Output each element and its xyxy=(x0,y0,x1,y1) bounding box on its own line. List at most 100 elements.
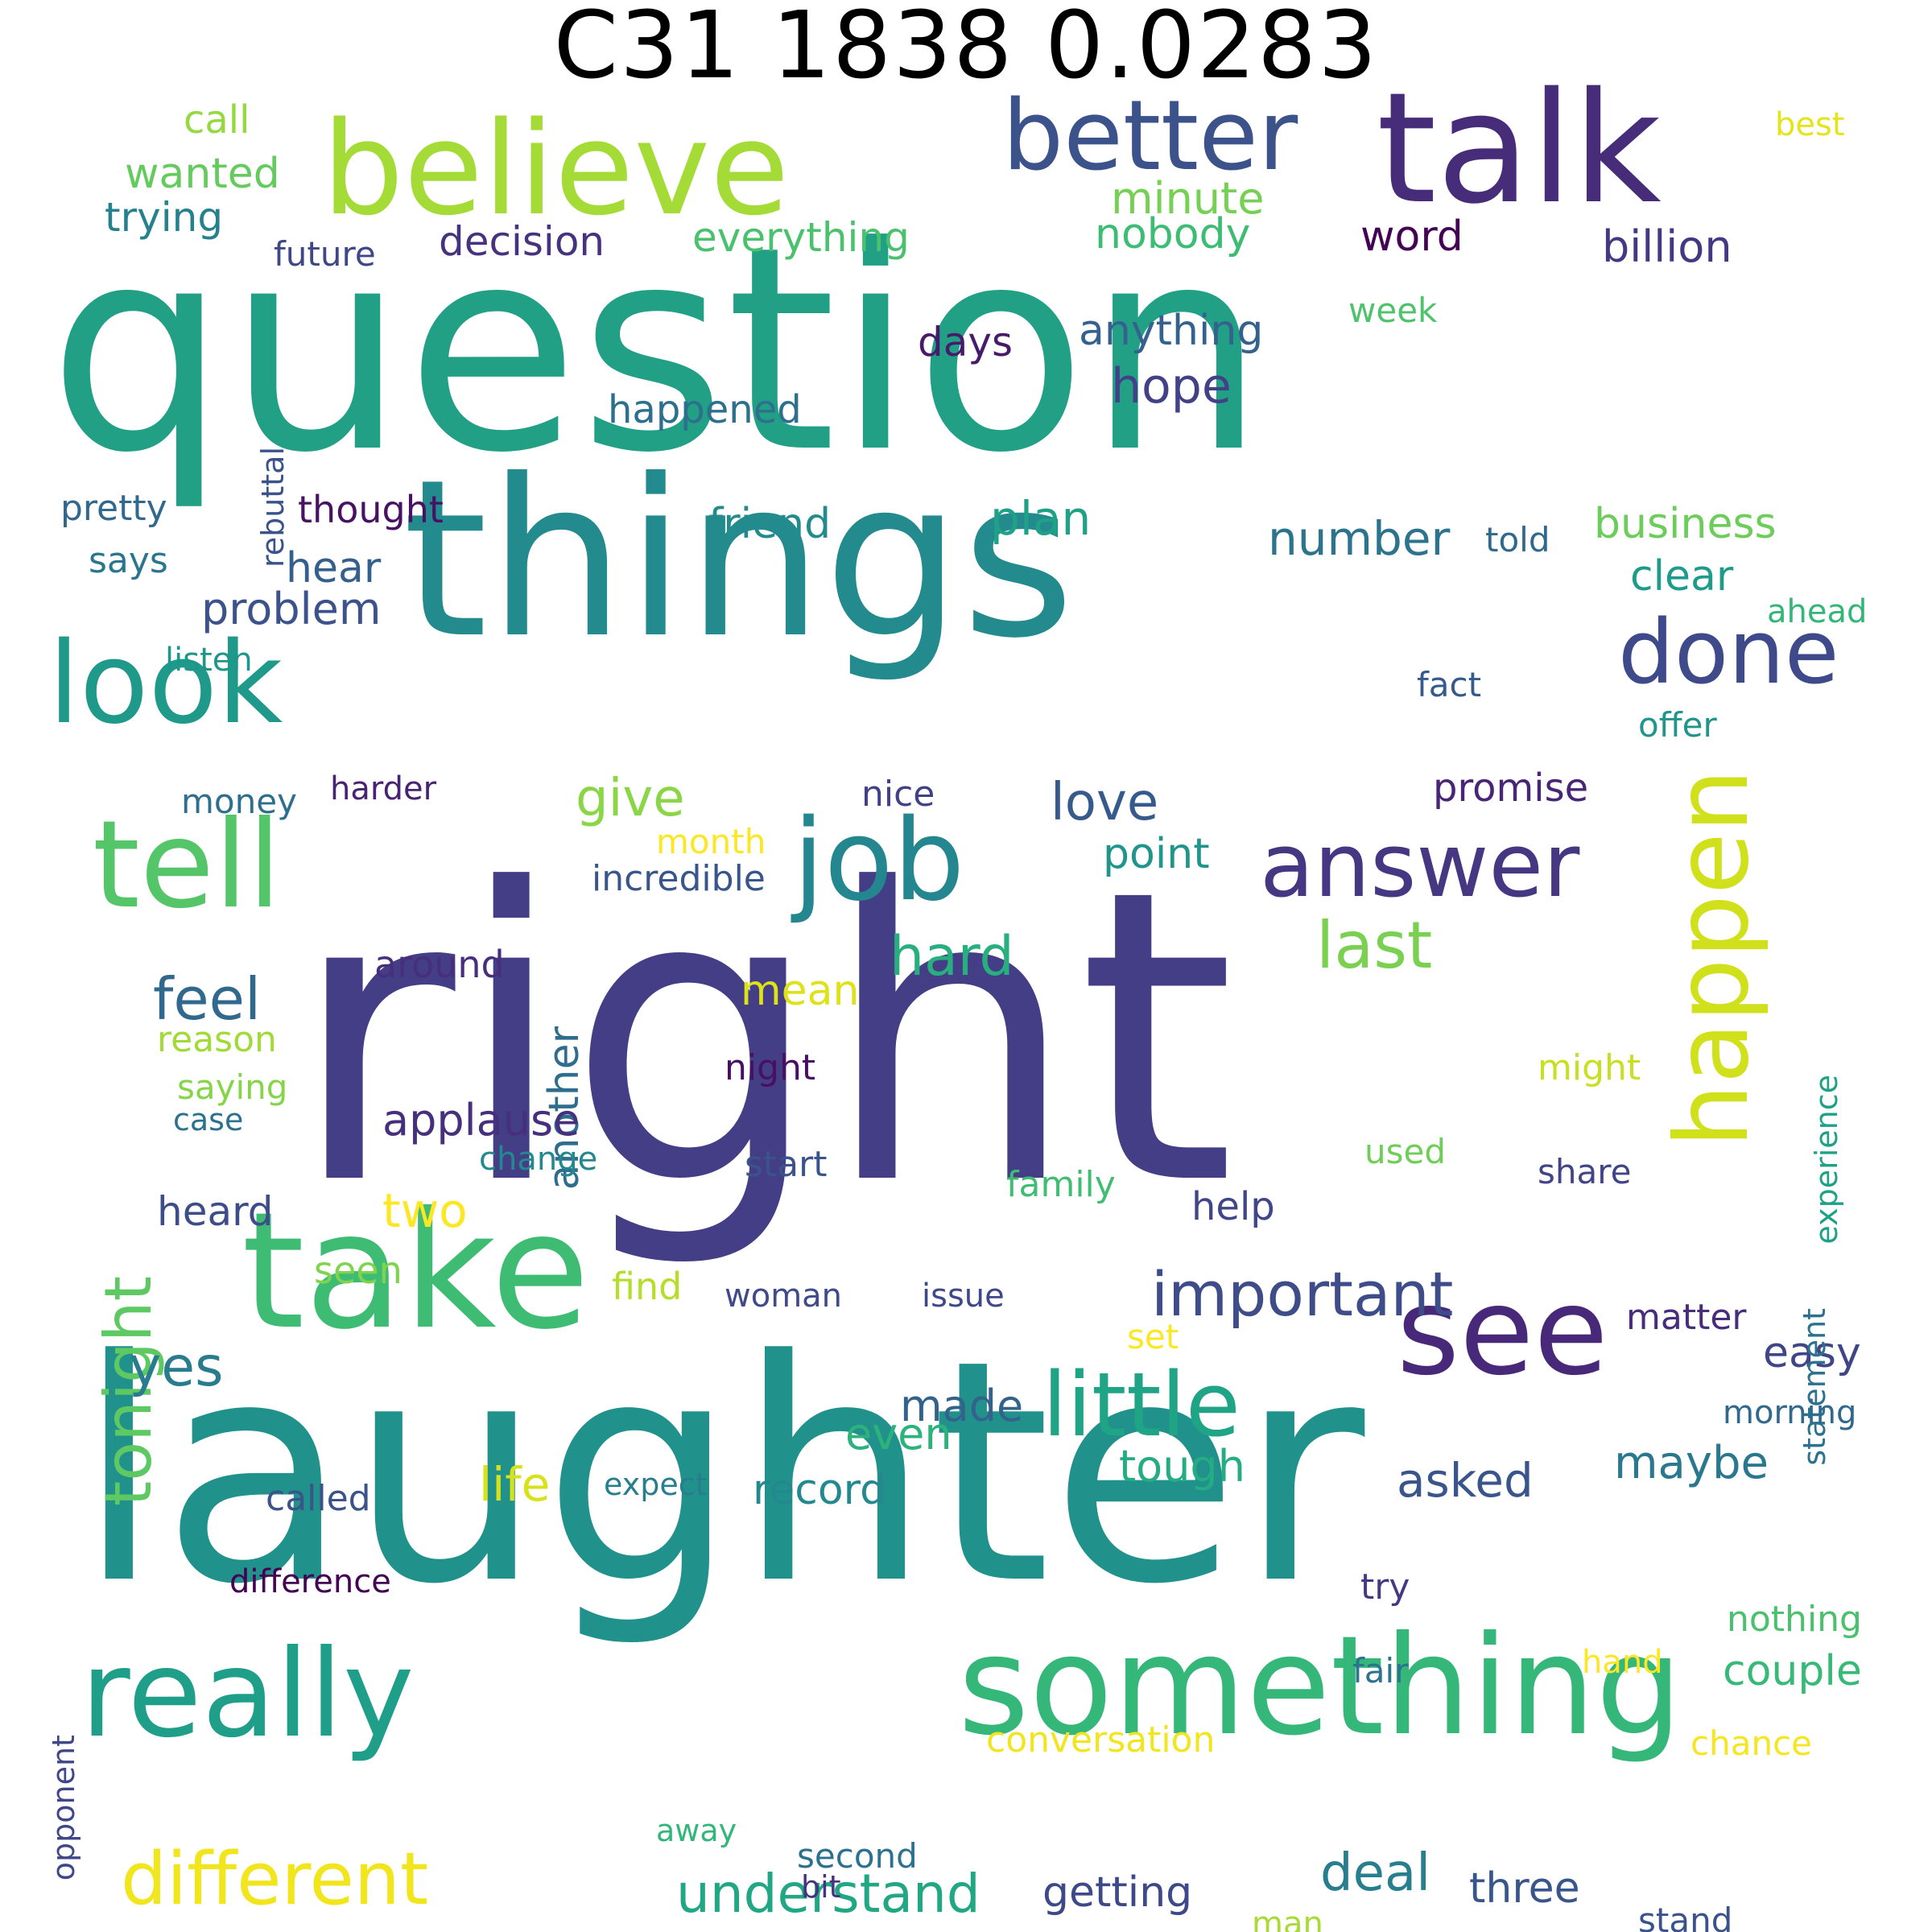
cloud-word: chance xyxy=(1690,1724,1812,1763)
cloud-word: money xyxy=(181,782,297,821)
cloud-word: days xyxy=(918,319,1013,365)
cloud-word: love xyxy=(1051,773,1159,832)
cloud-word: something xyxy=(958,1607,1683,1766)
cloud-word: yes xyxy=(129,1335,224,1399)
cloud-word: answer xyxy=(1260,814,1580,917)
cloud-word: tough xyxy=(1119,1441,1245,1492)
cloud-word: incredible xyxy=(592,858,766,899)
cloud-word: give xyxy=(576,769,685,828)
cloud-word: asked xyxy=(1397,1453,1534,1508)
cloud-word: night xyxy=(724,1047,816,1088)
cloud-word: opponent xyxy=(46,1735,81,1881)
cloud-word: number xyxy=(1268,511,1451,566)
cloud-word: heard xyxy=(157,1188,274,1235)
cloud-word: issue xyxy=(922,1278,1005,1315)
cloud-word: little xyxy=(1042,1353,1241,1456)
cloud-word: laughter xyxy=(76,1294,1365,1651)
cloud-title: C31 1838 0.0283 xyxy=(553,0,1379,100)
cloud-word: start xyxy=(745,1144,828,1185)
cloud-word: hope xyxy=(1111,358,1232,415)
cloud-word: man xyxy=(1252,1905,1323,1932)
cloud-word: says xyxy=(89,540,168,581)
cloud-word: try xyxy=(1360,1567,1410,1608)
cloud-word: important xyxy=(1151,1258,1454,1330)
cloud-word: woman xyxy=(724,1278,843,1315)
cloud-word: happen xyxy=(1654,769,1771,1148)
cloud-word: fair xyxy=(1352,1651,1409,1690)
cloud-word: family xyxy=(1006,1164,1116,1205)
cloud-word: done xyxy=(1618,601,1839,704)
cloud-word: record xyxy=(753,1466,887,1514)
cloud-word: rebuttal xyxy=(255,447,291,568)
cloud-word: mean xyxy=(741,967,860,1015)
cloud-word: call xyxy=(184,97,250,142)
cloud-word: pretty xyxy=(60,488,167,529)
cloud-word: clear xyxy=(1630,552,1734,601)
cloud-word: right xyxy=(290,804,1236,1273)
cloud-word: last xyxy=(1316,908,1433,983)
cloud-word: trying xyxy=(105,194,224,241)
cloud-word: away xyxy=(656,1813,737,1848)
cloud-word: share xyxy=(1538,1152,1632,1191)
cloud-word: hear xyxy=(286,544,382,592)
cloud-word: best xyxy=(1775,106,1845,143)
cloud-word: plan xyxy=(990,491,1092,546)
cloud-word: ahead xyxy=(1767,593,1868,630)
cloud-word: easy xyxy=(1763,1329,1861,1377)
cloud-word: question xyxy=(48,186,1266,514)
cloud-word: set xyxy=(1127,1317,1179,1356)
cloud-word: three xyxy=(1469,1864,1580,1913)
cloud-word: problem xyxy=(201,584,382,634)
cloud-word: reason xyxy=(157,1019,277,1060)
cloud-word: decision xyxy=(439,218,605,265)
cloud-word: listen xyxy=(165,642,253,679)
cloud-word: told xyxy=(1485,520,1550,559)
cloud-word: look xyxy=(48,618,283,749)
cloud-word: even xyxy=(845,1409,952,1459)
cloud-word: friend xyxy=(708,500,832,548)
cloud-word: maybe xyxy=(1614,1437,1769,1489)
cloud-word: life xyxy=(479,1457,551,1512)
cloud-word: month xyxy=(656,822,766,861)
cloud-word: nothing xyxy=(1727,1599,1862,1640)
cloud-word: take xyxy=(242,1178,590,1365)
cloud-word: second xyxy=(797,1836,918,1876)
cloud-word: better xyxy=(1002,80,1298,192)
cloud-word: morning xyxy=(1723,1394,1857,1431)
cloud-word: hard xyxy=(890,925,1014,989)
cloud-word: seen xyxy=(314,1249,402,1292)
cloud-word: future xyxy=(274,234,376,274)
cloud-word: deal xyxy=(1320,1843,1430,1903)
cloud-word: case xyxy=(173,1102,244,1137)
cloud-word: minute xyxy=(1111,173,1265,224)
cloud-word: job xyxy=(793,795,965,927)
cloud-word: used xyxy=(1364,1132,1447,1171)
cloud-word: wanted xyxy=(125,150,280,198)
cloud-word: things xyxy=(402,432,1075,686)
cloud-word: word xyxy=(1360,213,1463,261)
cloud-word: see xyxy=(1397,1262,1608,1402)
cloud-word: offer xyxy=(1638,705,1717,745)
cloud-word: two xyxy=(382,1183,468,1238)
cloud-word: nobody xyxy=(1095,210,1251,258)
cloud-word: around xyxy=(374,943,505,986)
cloud-word: business xyxy=(1594,500,1777,548)
cloud-word: stand xyxy=(1638,1901,1733,1932)
cloud-word: experience xyxy=(1809,1075,1844,1245)
cloud-word: change xyxy=(479,1141,598,1178)
cloud-word: statement xyxy=(1797,1308,1832,1466)
cloud-word: find xyxy=(612,1265,683,1308)
cloud-word: thought xyxy=(298,488,444,531)
cloud-word: understand xyxy=(676,1863,980,1925)
cloud-word: week xyxy=(1348,291,1438,330)
cloud-word: anything xyxy=(1079,307,1264,355)
cloud-word: difference xyxy=(229,1563,391,1600)
cloud-word: feel xyxy=(153,965,261,1033)
cloud-word: different xyxy=(121,1837,429,1922)
cloud-word: made xyxy=(900,1381,1024,1431)
cloud-word: point xyxy=(1103,830,1210,878)
cloud-word: saying xyxy=(177,1067,288,1107)
cloud-word: bit xyxy=(801,1869,841,1905)
